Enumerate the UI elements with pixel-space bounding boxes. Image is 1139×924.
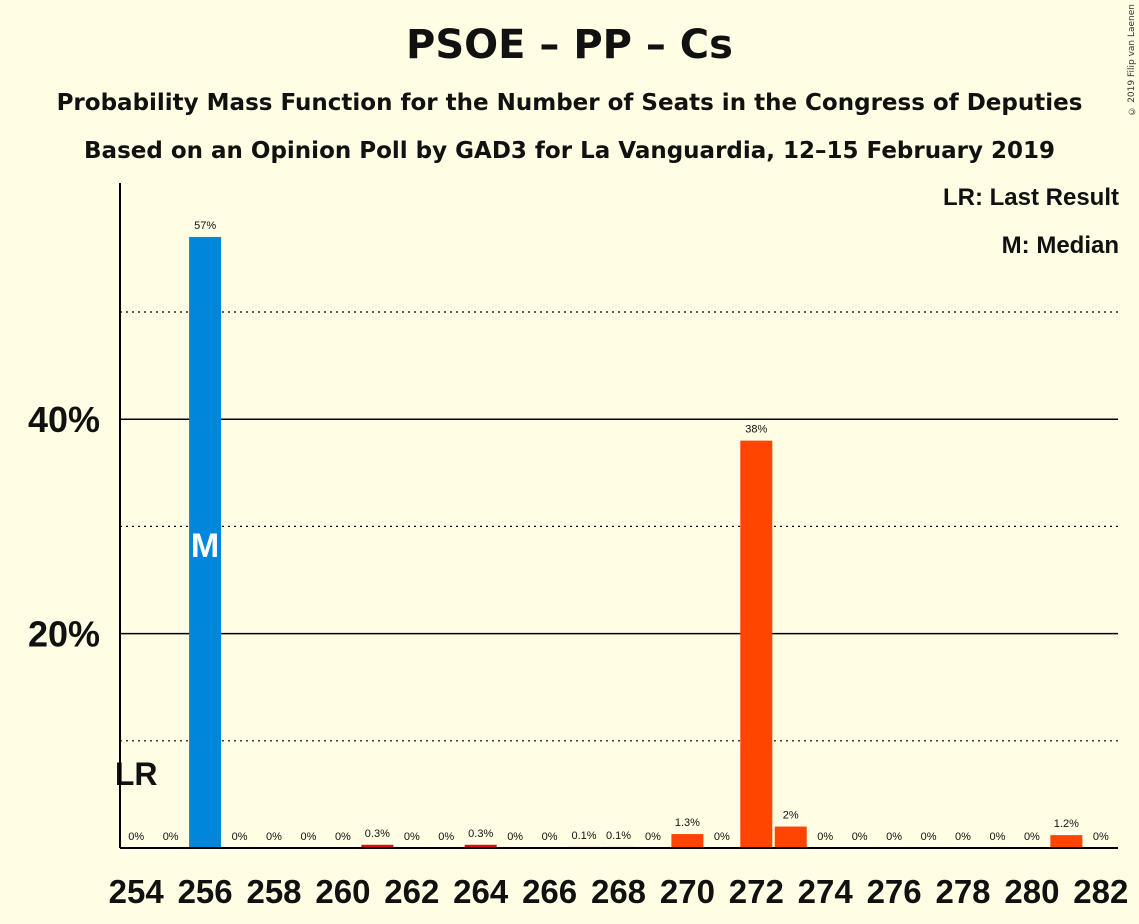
legend-last-result: LR: Last Result (942, 184, 1119, 211)
x-tick-label: 274 (798, 873, 854, 910)
bar-value-label: 0% (335, 831, 351, 843)
bar-value-label: 0.3% (468, 828, 493, 840)
bar (361, 844, 394, 848)
y-tick-label: 20% (28, 614, 100, 655)
x-tick-label: 270 (660, 873, 715, 910)
bar-value-label: 0% (404, 831, 420, 843)
x-tick-label: 260 (315, 873, 370, 910)
bar-value-label: 0% (300, 831, 316, 843)
bar-value-label: 0% (955, 831, 971, 843)
median-marker: M (191, 527, 219, 565)
legend-median: M: Median (1001, 232, 1119, 259)
bar-value-label: 0.3% (365, 828, 390, 840)
bar (464, 844, 497, 848)
x-tick-label: 266 (522, 873, 577, 910)
chart-title: PSOE – PP – Cs (406, 22, 733, 68)
bar-value-label: 0% (542, 831, 558, 843)
x-tick-label: 256 (178, 873, 233, 910)
x-tick-label: 272 (729, 873, 784, 910)
bar-value-label: 0% (507, 831, 523, 843)
bar-value-label: 0% (645, 831, 661, 843)
bar (740, 440, 773, 848)
x-tick-label: 278 (935, 873, 990, 910)
bar-value-label: 0% (1024, 831, 1040, 843)
bar-value-label: 2% (783, 810, 799, 822)
bar (671, 834, 704, 848)
y-tick-label: 40% (28, 399, 100, 440)
bar-value-label: 1.2% (1054, 818, 1079, 830)
x-tick-label: 280 (1004, 873, 1059, 910)
chart-subtitle-2: Based on an Opinion Poll by GAD3 for La … (84, 138, 1055, 164)
bar-value-label: 0% (886, 831, 902, 843)
x-tick-label: 254 (109, 873, 165, 910)
chart-subtitle-1: Probability Mass Function for the Number… (56, 90, 1083, 116)
bar-value-label: 38% (745, 424, 767, 436)
bar-value-label: 0.1% (572, 830, 597, 842)
bar-value-label: 0% (163, 831, 179, 843)
bar-value-label: 0% (714, 831, 730, 843)
bar (1050, 835, 1083, 848)
x-tick-label: 282 (1073, 873, 1128, 910)
bar-value-label: 0% (921, 831, 937, 843)
bar-value-label: 0% (817, 831, 833, 843)
bar-value-label: 0% (128, 831, 144, 843)
x-tick-label: 264 (453, 873, 509, 910)
bar-median (189, 236, 222, 848)
x-tick-label: 268 (591, 873, 646, 910)
bar-value-label: 0% (989, 831, 1005, 843)
bar (774, 826, 807, 848)
bar-value-label: 0.1% (606, 830, 631, 842)
bar-value-label: 0% (1093, 831, 1109, 843)
last-result-marker: LR (115, 756, 158, 792)
bar-value-label: 0% (232, 831, 248, 843)
x-tick-label: 258 (246, 873, 301, 910)
bar-value-label: 0% (266, 831, 282, 843)
x-tick-label: 262 (384, 873, 439, 910)
bar-value-label: 0% (852, 831, 868, 843)
x-tick-label: 276 (867, 873, 922, 910)
bar-value-label: 1.3% (675, 817, 700, 829)
bar-value-label: 0% (438, 831, 454, 843)
bar-value-label: 57% (194, 220, 216, 232)
